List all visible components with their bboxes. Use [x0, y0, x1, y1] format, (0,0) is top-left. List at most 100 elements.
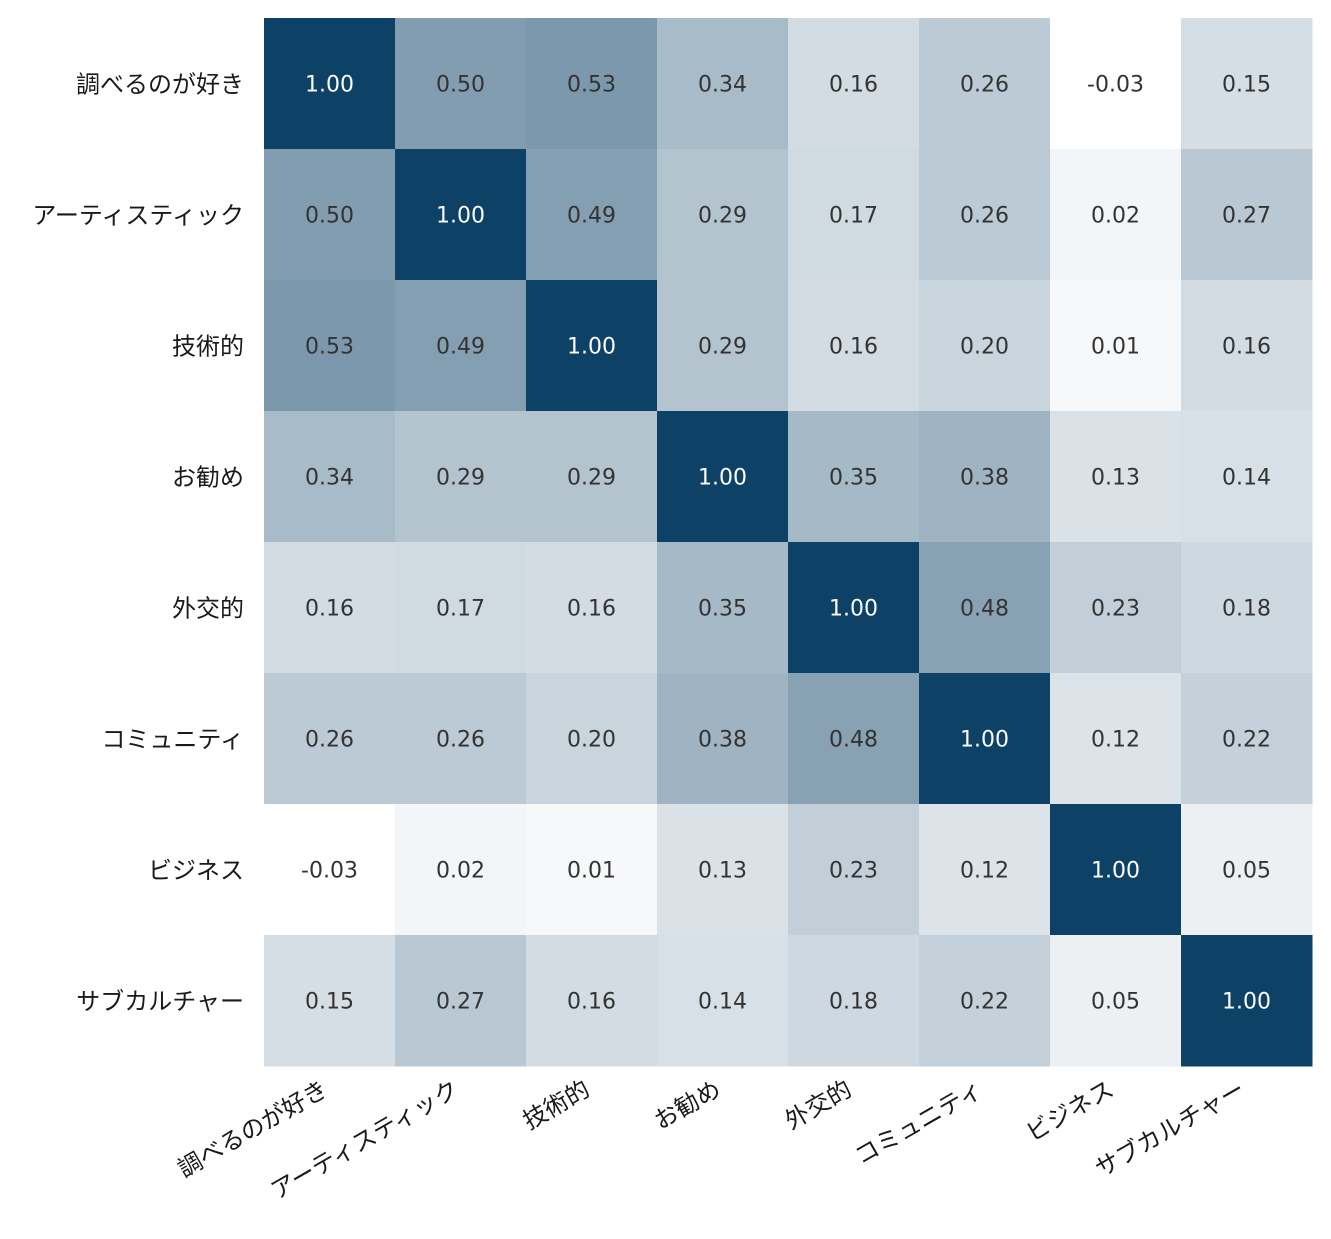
cell-value-label: 0.23: [829, 859, 878, 884]
heatmap-cell: [657, 280, 789, 412]
heatmap-cell: [1181, 673, 1313, 805]
cell-value-label: 0.12: [960, 859, 1009, 884]
cell-value-label: 0.13: [1091, 466, 1140, 491]
heatmap-cell: [264, 411, 396, 543]
heatmap-cell: [526, 542, 658, 674]
heatmap-cell: [264, 18, 396, 150]
heatmap-cell: [395, 411, 527, 543]
heatmap-cell: [264, 804, 396, 936]
cell-value-label: 0.15: [305, 990, 354, 1015]
heatmap-cell: [1181, 18, 1313, 150]
cell-value-label: 0.22: [1222, 728, 1271, 753]
cell-value-label: 0.49: [436, 335, 485, 360]
cell-value-label: 0.14: [1222, 466, 1271, 491]
cell-value-label: 0.13: [698, 859, 747, 884]
cell-value-label: 0.26: [960, 73, 1009, 98]
cell-value-label: 0.16: [305, 597, 354, 622]
heatmap-cell: [1050, 542, 1182, 674]
cell-value-label: 0.18: [1222, 597, 1271, 622]
heatmap-cell: [919, 542, 1051, 674]
cell-value-label: 0.16: [829, 73, 878, 98]
cell-value-label: 0.23: [1091, 597, 1140, 622]
heatmap-cell: [526, 149, 658, 281]
cell-value-label: 0.27: [436, 990, 485, 1015]
cell-value-label: 0.38: [698, 728, 747, 753]
x-tick-label: お勧め: [649, 1075, 725, 1135]
cell-value-label: 0.35: [698, 597, 747, 622]
y-tick-label: サブカルチャー: [76, 988, 244, 1016]
heatmap-cell: [264, 149, 396, 281]
cell-value-label: 0.16: [1222, 335, 1271, 360]
cell-value-label: 0.50: [305, 204, 354, 229]
heatmap-cell: [526, 935, 658, 1067]
heatmap-cell: [264, 280, 396, 412]
y-tick-label: 技術的: [172, 333, 244, 361]
x-tick-label: 外交的: [780, 1075, 856, 1135]
y-tick-label: コミュニティ: [101, 726, 244, 754]
cell-value-label: 0.26: [436, 728, 485, 753]
cell-value-label: 0.12: [1091, 728, 1140, 753]
heatmap-cell: [657, 149, 789, 281]
cell-value-label: 1.00: [1222, 990, 1271, 1015]
cell-value-label: 0.20: [960, 335, 1009, 360]
heatmap-cell: [919, 149, 1051, 281]
heatmap-cell: [788, 280, 920, 412]
heatmap-cell: [1050, 411, 1182, 543]
cell-value-label: 1.00: [305, 73, 354, 98]
y-axis-tick-labels: 調べるのが好きアーティスティック技術的お勧め外交的コミュニティビジネスサブカルチ…: [32, 71, 244, 1016]
cell-value-label: 0.35: [829, 466, 878, 491]
cell-value-label: 0.01: [567, 859, 616, 884]
cell-value-label: 0.29: [698, 204, 747, 229]
y-tick-label: お勧め: [172, 464, 244, 492]
y-tick-label: アーティスティック: [32, 202, 244, 230]
heatmap-cell: [1050, 149, 1182, 281]
heatmap-cell: [395, 149, 527, 281]
cell-value-label: 0.17: [829, 204, 878, 229]
heatmap-cell: [919, 411, 1051, 543]
heatmap-cell: [657, 935, 789, 1067]
cell-value-label: 0.22: [960, 990, 1009, 1015]
heatmap-cell: [1181, 411, 1313, 543]
cell-value-label: 0.27: [1222, 204, 1271, 229]
y-tick-label: ビジネス: [148, 857, 244, 885]
heatmap-cell: [919, 673, 1051, 805]
cell-value-label: 0.16: [567, 597, 616, 622]
cell-value-label: 0.16: [829, 335, 878, 360]
cell-value-label: 1.00: [829, 597, 878, 622]
heatmap-cell: [788, 411, 920, 543]
cell-value-label: 0.29: [567, 466, 616, 491]
cell-value-label: 0.02: [436, 859, 485, 884]
heatmap-cell: [788, 18, 920, 150]
cell-value-label: 0.34: [698, 73, 747, 98]
heatmap-cell: [395, 18, 527, 150]
cell-value-label: 0.49: [567, 204, 616, 229]
cell-value-label: 0.05: [1222, 859, 1271, 884]
heatmap-cell: [1181, 542, 1313, 674]
heatmap-cell: [395, 673, 527, 805]
heatmap-cell: [264, 673, 396, 805]
heatmap-value-labels: 1.00 0.50 0.53 0.34 0.16 0.26 -0.03 0.15 0.50 1.0…: [301, 73, 1271, 1015]
heatmap-cell: [526, 18, 658, 150]
heatmap-cell: [1050, 804, 1182, 936]
cell-value-label: 0.17: [436, 597, 485, 622]
x-tick-label: ビジネス: [1021, 1075, 1118, 1147]
heatmap-cell: [1050, 673, 1182, 805]
y-tick-label: 外交的: [172, 595, 244, 623]
x-tick-label: コミュニティ: [850, 1075, 987, 1171]
cell-value-label: 0.53: [567, 73, 616, 98]
heatmap-cell: [657, 18, 789, 150]
x-tick-label: サブカルチャー: [1090, 1075, 1249, 1183]
cell-value-label: 0.15: [1222, 73, 1271, 98]
cell-value-label: 0.29: [436, 466, 485, 491]
heatmap-cell: [1050, 280, 1182, 412]
cell-value-label: 0.26: [305, 728, 354, 753]
cell-value-label: 0.50: [436, 73, 485, 98]
cell-value-label: 1.00: [698, 466, 747, 491]
heatmap-cell: [264, 542, 396, 674]
cell-value-label: 0.53: [305, 335, 354, 360]
cell-value-label: 0.18: [829, 990, 878, 1015]
heatmap-cell: [919, 804, 1051, 936]
cell-value-label: 0.26: [960, 204, 1009, 229]
